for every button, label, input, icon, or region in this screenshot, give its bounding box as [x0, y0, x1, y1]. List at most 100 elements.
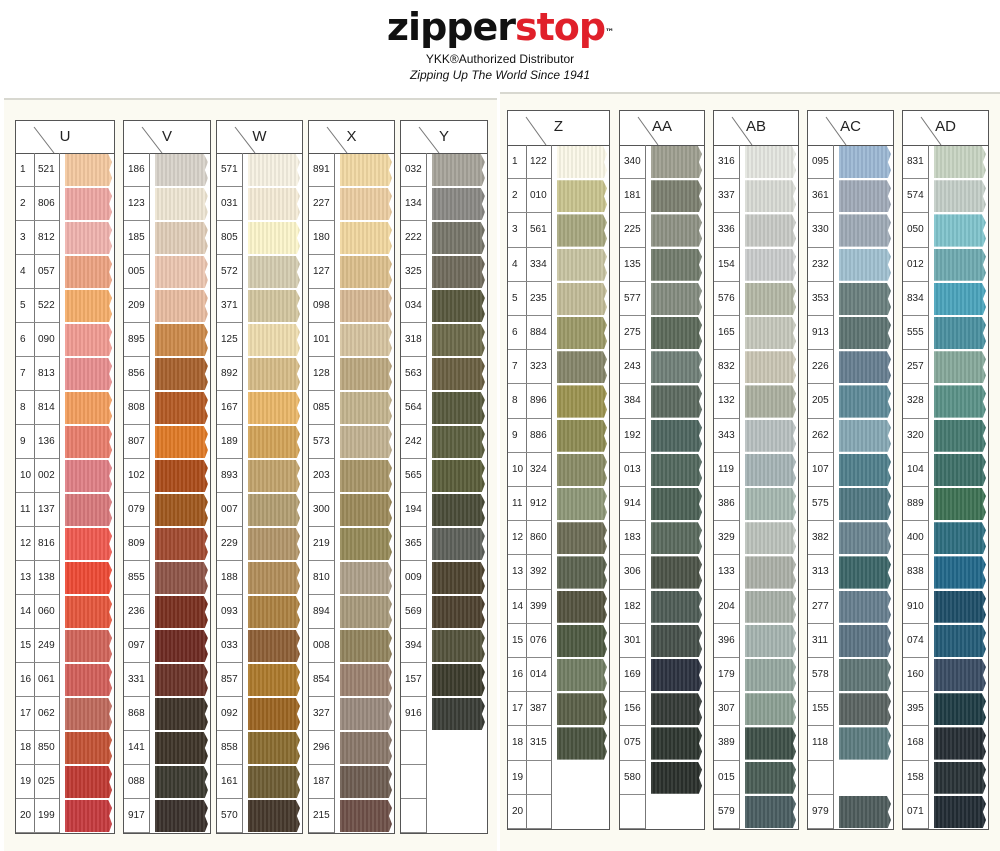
divider — [833, 145, 834, 829]
color-code: 101 — [309, 323, 334, 357]
color-code: 577 — [620, 282, 645, 316]
color-code: 262 — [808, 419, 833, 453]
row-number: 10 — [16, 459, 34, 493]
column-letter: X — [346, 128, 357, 145]
color-code: 858 — [217, 731, 242, 765]
color-swatch-307 — [745, 693, 796, 726]
color-code: 134 — [401, 187, 426, 221]
color-swatch-101 — [340, 324, 392, 356]
color-swatch-097 — [155, 630, 208, 662]
color-code: 107 — [808, 453, 833, 487]
color-code: 324 — [526, 453, 551, 487]
color-swatch-085 — [340, 392, 392, 424]
color-code: 232 — [808, 248, 833, 282]
color-swatch-127 — [340, 256, 392, 288]
color-code: 521 — [34, 153, 59, 187]
color-swatch-891 — [340, 154, 392, 186]
zipperstop-logo: zipperstop™ — [386, 5, 614, 49]
color-code: 194 — [401, 493, 426, 527]
color-code: 313 — [808, 555, 833, 590]
color-code: 154 — [714, 248, 739, 282]
color-code — [526, 761, 551, 795]
color-code: 896 — [526, 384, 551, 419]
color-code: 005 — [124, 255, 149, 289]
color-code: 812 — [34, 221, 59, 255]
color-code: 893 — [217, 459, 242, 493]
row-number: 2 — [508, 179, 526, 214]
color-code: 002 — [34, 459, 59, 493]
row-number: 3 — [508, 213, 526, 248]
color-code: 119 — [714, 453, 739, 487]
row-number: 4 — [508, 248, 526, 282]
color-swatch-141 — [155, 732, 208, 764]
row-number: 8 — [508, 384, 526, 419]
color-swatch-007 — [248, 494, 300, 526]
color-code — [401, 731, 426, 765]
column-letter: V — [161, 128, 172, 145]
color-code: 135 — [620, 248, 645, 282]
color-code: 327 — [309, 697, 334, 731]
color-swatch-810 — [340, 562, 392, 594]
color-code: 979 — [808, 795, 833, 829]
color-code: 192 — [620, 419, 645, 453]
color-code: 093 — [217, 595, 242, 629]
color-swatch-328 — [934, 385, 986, 418]
color-code: 329 — [714, 521, 739, 556]
swatch-column-y: Y 032 134 222 325 034 318 563 564 242 565 194 365 009… — [400, 120, 488, 834]
color-swatch-838 — [934, 556, 986, 589]
color-code: 257 — [903, 350, 928, 385]
color-swatch-561 — [557, 214, 607, 247]
column-letter: Z — [553, 118, 564, 135]
color-code: 831 — [903, 145, 928, 180]
color-swatch-916 — [432, 698, 485, 730]
color-code: 914 — [620, 487, 645, 522]
color-code: 343 — [714, 419, 739, 453]
color-code: 275 — [620, 316, 645, 351]
color-code: 522 — [34, 289, 59, 323]
swatch-column-aa: AA 340 181 225 135 577 275 243 384 192 013 914 183 30… — [619, 110, 705, 830]
row-number: 20 — [508, 795, 526, 829]
color-code: 318 — [401, 323, 426, 357]
color-code: 834 — [903, 282, 928, 316]
color-code: 141 — [124, 731, 149, 765]
color-swatch-194 — [432, 494, 485, 526]
swatch-column-w: W 571 031 805 572 371 125 892 167 189 893 007 229 188… — [216, 120, 303, 834]
color-code — [620, 795, 645, 829]
color-swatch-300 — [340, 494, 392, 526]
color-swatch-914 — [651, 488, 702, 521]
color-code: 392 — [526, 555, 551, 590]
color-code: 203 — [309, 459, 334, 493]
color-code: 300 — [309, 493, 334, 527]
color-swatch-119 — [745, 453, 796, 486]
color-swatch-079 — [155, 494, 208, 526]
color-code: 561 — [526, 213, 551, 248]
color-swatch-125 — [248, 324, 300, 356]
divider — [645, 145, 646, 829]
column-letter: AB — [745, 118, 766, 135]
color-code: 205 — [808, 384, 833, 419]
color-swatch-057 — [65, 256, 112, 288]
color-code: 031 — [217, 187, 242, 221]
column-letter: U — [59, 128, 71, 145]
color-code: 227 — [309, 187, 334, 221]
color-code: 012 — [903, 248, 928, 282]
color-swatch-834 — [934, 282, 986, 315]
row-number: 11 — [16, 493, 34, 527]
color-code — [526, 795, 551, 829]
color-code: 323 — [526, 350, 551, 385]
column-letter: Y — [438, 128, 449, 145]
color-swatch-012 — [934, 248, 986, 281]
color-swatch-522 — [65, 290, 112, 322]
color-swatch-074 — [934, 624, 986, 657]
color-code: 181 — [620, 179, 645, 214]
color-swatch-180 — [340, 222, 392, 254]
color-swatch-577 — [651, 282, 702, 315]
color-code: 306 — [620, 555, 645, 590]
row-number: 17 — [16, 697, 34, 731]
color-code: 395 — [903, 692, 928, 727]
color-code: 565 — [401, 459, 426, 493]
color-code: 301 — [620, 624, 645, 658]
color-swatch-093 — [248, 596, 300, 628]
color-code: 179 — [714, 658, 739, 693]
column-letter: AD — [935, 118, 956, 135]
